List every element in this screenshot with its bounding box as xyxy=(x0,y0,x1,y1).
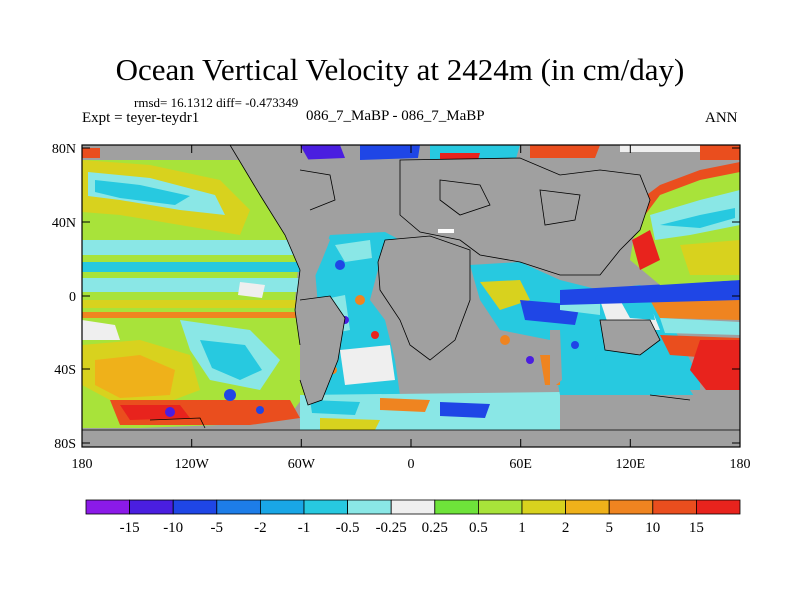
colorbar-label: -2 xyxy=(254,520,267,536)
east-pacific-basin xyxy=(560,162,740,305)
colorbar-label: -5 xyxy=(211,520,224,536)
lat-tick-marks xyxy=(82,147,740,444)
pacific-west-basin xyxy=(82,148,305,428)
colorbar-label: 0.5 xyxy=(469,520,488,536)
colorbar-label: 2 xyxy=(562,520,570,536)
lon-tick-label: 60E xyxy=(509,457,532,472)
lon-tick-label: 120E xyxy=(616,457,646,472)
white-patch xyxy=(438,229,454,233)
colorbar-swatch xyxy=(172,499,218,515)
colorbar-label: -10 xyxy=(163,520,183,536)
lat-tick-label: 80S xyxy=(54,437,76,452)
stats-label: rmsd= 16.1312 diff= -0.473349 xyxy=(134,95,299,110)
lon-tick-marks xyxy=(81,145,741,447)
colorbar-label: 15 xyxy=(689,520,704,536)
colorbar-swatch xyxy=(608,499,654,515)
colorbar-swatch xyxy=(259,499,305,515)
lat-tick-label: 40N xyxy=(52,216,76,231)
lat-tick-label: 0 xyxy=(69,290,76,305)
colorbar-swatch xyxy=(390,499,436,515)
colorbar-swatch xyxy=(347,499,392,515)
colorbar-swatch xyxy=(565,499,610,515)
colorbar-swatch xyxy=(129,499,174,515)
colorbar-label: 10 xyxy=(645,520,660,536)
colorbar-swatch xyxy=(85,499,130,515)
experiment-label: Expt = teyer-teydr1 xyxy=(82,110,200,126)
lat-tick-label: 40S xyxy=(54,363,76,378)
continents xyxy=(82,145,740,447)
colorbar-swatch xyxy=(521,499,566,515)
lon-tick-label: 180 xyxy=(72,457,93,472)
season-label: ANN xyxy=(705,110,738,126)
lon-tick-label: 0 xyxy=(408,457,415,472)
colorbar-swatch xyxy=(696,499,741,515)
coastlines xyxy=(82,145,740,431)
case-label: 086_7_MaBP - 086_7_MaBP xyxy=(306,108,485,124)
lon-tick-label: 120W xyxy=(175,457,210,472)
colorbar-swatch xyxy=(477,499,523,515)
lon-tick-label: 180 xyxy=(730,457,751,472)
colorbar-label: 5 xyxy=(605,520,613,536)
lon-tick-label: 60W xyxy=(288,457,316,472)
colorbar-label: 1 xyxy=(518,520,526,536)
colorbar-swatch xyxy=(216,499,261,515)
colorbar-label: -0.25 xyxy=(376,520,407,536)
lat-tick-label: 80N xyxy=(52,142,76,157)
colorbar-swatch xyxy=(303,499,348,515)
colorbar-label: -15 xyxy=(120,520,140,536)
colorbar-swatch xyxy=(652,499,697,515)
map-field xyxy=(82,145,740,447)
colorbar-label: 0.25 xyxy=(422,520,448,536)
colorbar-label: -1 xyxy=(298,520,311,536)
colorbar-swatch xyxy=(434,499,479,515)
colorbar-label: -0.5 xyxy=(336,520,360,536)
colorbar: -15 -10 -5 -2 -1 -0.5 -0.25 0.25 0.5 1 2 5 10 15 xyxy=(85,499,741,536)
plot-title: Ocean Vertical Velocity at 2424m (in cm/… xyxy=(115,52,685,87)
